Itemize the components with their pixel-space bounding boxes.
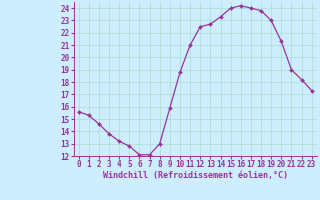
X-axis label: Windchill (Refroidissement éolien,°C): Windchill (Refroidissement éolien,°C) [103,171,288,180]
